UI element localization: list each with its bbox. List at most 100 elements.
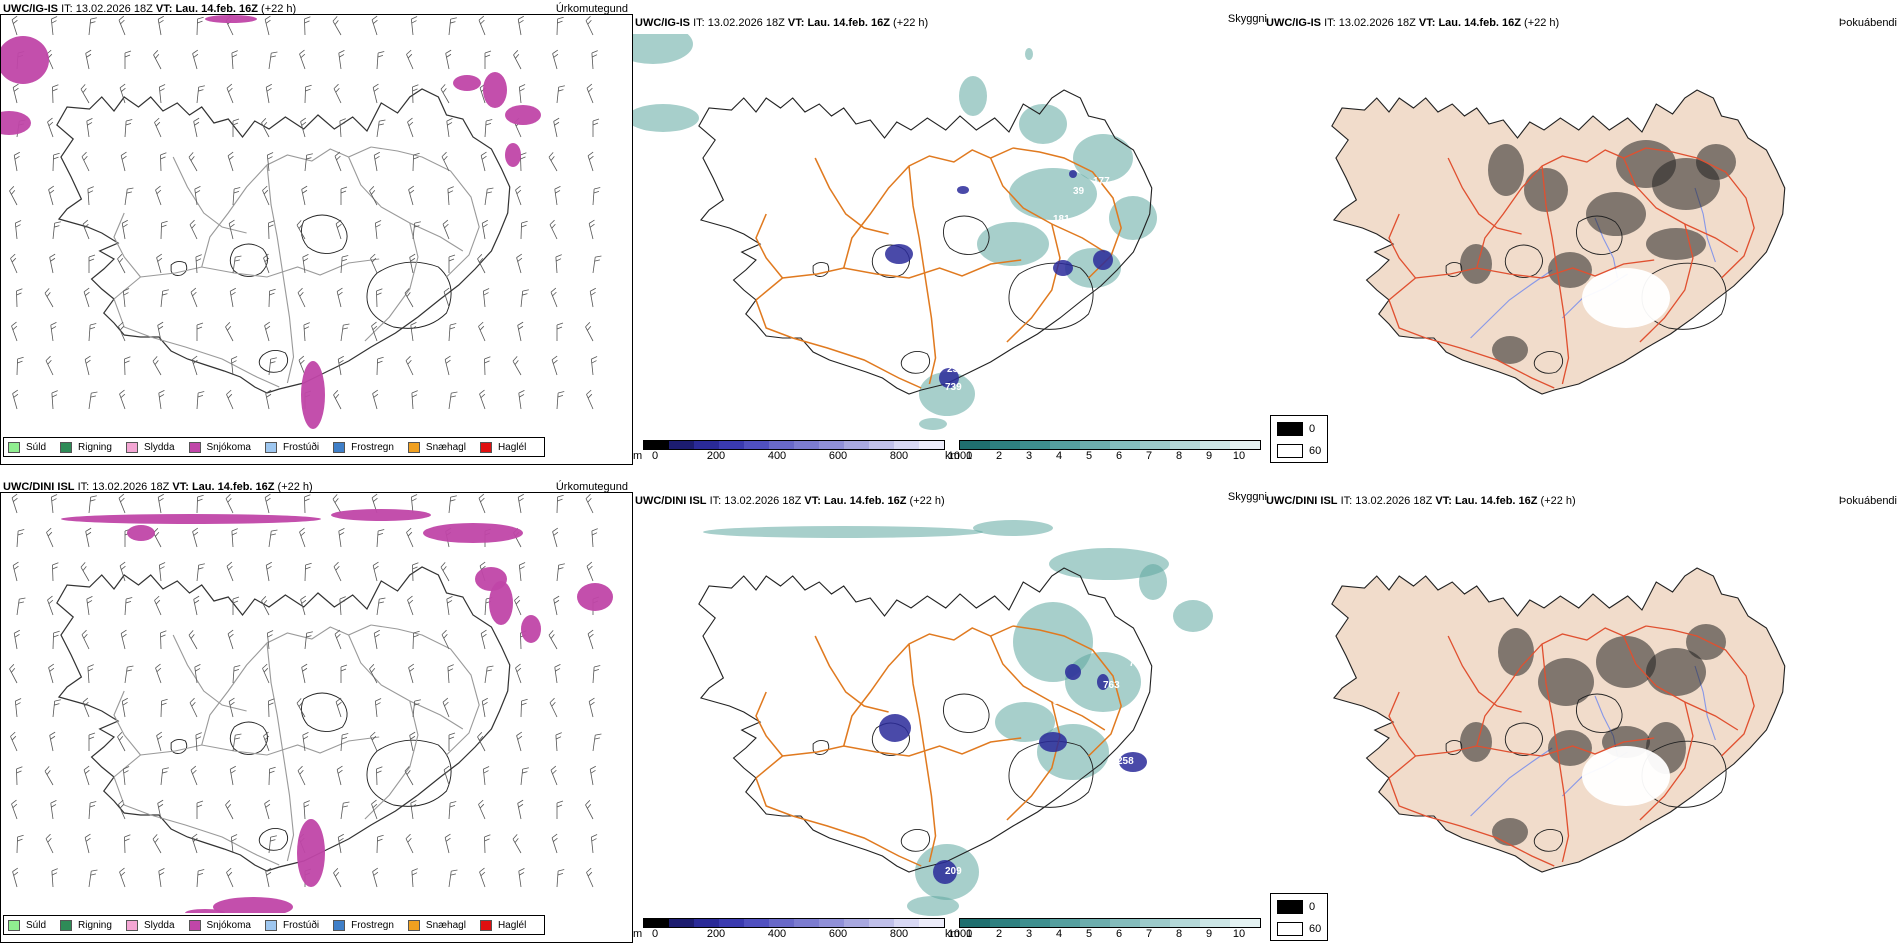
- wind-barb: [231, 50, 238, 70]
- colorbar-tick: 7: [1145, 928, 1153, 940]
- wind-barb: [160, 152, 167, 172]
- wind-barb: [48, 185, 55, 206]
- colorbar-cell: [1140, 441, 1170, 449]
- wind-barb: [554, 663, 561, 684]
- wind-barb: [228, 219, 235, 240]
- low-visibility-area: [919, 418, 947, 430]
- wind-barb: [302, 731, 309, 752]
- wind-barb: [155, 663, 162, 684]
- glacier-outline: [300, 692, 348, 732]
- wind-barb: [152, 834, 162, 854]
- road-line: [266, 642, 295, 862]
- wind-barb: [88, 254, 96, 273]
- glacier-outline: [366, 261, 452, 329]
- wind-barb: [516, 253, 523, 274]
- wind-barb: [592, 255, 602, 274]
- wind-barb: [514, 595, 522, 616]
- wind-barb: [11, 799, 18, 820]
- wind-barb: [156, 253, 163, 274]
- wind-barb: [340, 323, 350, 342]
- colorbar-unit: km: [945, 450, 960, 462]
- wind-barb: [263, 731, 270, 752]
- road-line: [1447, 157, 1522, 235]
- snow-area: [205, 15, 257, 23]
- legend-item: Rigning: [60, 919, 112, 931]
- low-visibility-area: [1025, 48, 1033, 60]
- wind-barb: [88, 801, 97, 820]
- wind-barb: [591, 528, 598, 548]
- wind-barb: [484, 665, 494, 684]
- fog-low-index-area: [1492, 336, 1528, 364]
- glacier-outline: [258, 828, 289, 851]
- legend-label: Haglél: [497, 441, 527, 453]
- valid-time-value: Lau. 14.feb. 16Z: [191, 481, 275, 493]
- cloud-base-colorbar: m 0 200 400 600 800 1000: [633, 440, 972, 464]
- wind-barb: [548, 152, 558, 172]
- wind-barb: [480, 151, 487, 172]
- wind-barb: [520, 152, 527, 172]
- wind-barb: [338, 49, 345, 70]
- glacier-outline: [229, 721, 268, 755]
- wind-barb: [9, 664, 18, 684]
- colorbar-cells: [643, 918, 945, 928]
- wind-barb: [585, 800, 594, 820]
- legend-swatch: [264, 441, 277, 453]
- low-visibility-area: [959, 76, 987, 116]
- wind-barb: [227, 629, 234, 650]
- wind-barb: [441, 151, 450, 172]
- init-time-value: 13.02.2026 18Z: [707, 17, 785, 29]
- wind-barb: [407, 117, 414, 138]
- colorbar-cell: [719, 919, 744, 927]
- glacier-outline: [942, 215, 990, 255]
- wind-barb: [268, 220, 275, 240]
- wind-barb: [124, 597, 133, 616]
- wind-barb: [226, 561, 234, 582]
- cloud-base-label: 775: [1129, 658, 1146, 669]
- wind-barb: [590, 834, 598, 854]
- wind-barb: [157, 493, 164, 514]
- wind-barb: [376, 597, 386, 616]
- wind-barb: [265, 561, 272, 582]
- wind-barb: [556, 494, 564, 514]
- wind-barb: [404, 288, 414, 308]
- colorbar-cell: [719, 441, 744, 449]
- snow-area: [61, 514, 321, 524]
- wind-barb: [405, 833, 414, 854]
- fog-low-index-area: [1460, 244, 1492, 284]
- colorbar-cell: [694, 919, 719, 927]
- wind-barb: [51, 868, 58, 888]
- wind-barb: [589, 287, 596, 308]
- wind-barb: [444, 833, 451, 854]
- model-name: UWC/DINI ISL: [635, 495, 707, 507]
- legend-swatch: [188, 441, 201, 453]
- wind-barb: [556, 800, 564, 819]
- wind-barb: [556, 391, 565, 410]
- legend-label: Snæhagl: [425, 919, 466, 931]
- wind-barb: [440, 84, 450, 104]
- road-line: [1012, 147, 1122, 279]
- road-line: [755, 737, 1022, 779]
- wind-barb: [447, 186, 454, 206]
- legend-label: Súld: [26, 441, 47, 453]
- wind-barb: [232, 118, 240, 137]
- wind-barb: [11, 321, 18, 342]
- wind-barb: [124, 834, 131, 854]
- wind-barb: [155, 185, 162, 206]
- wind-barb: [226, 389, 234, 410]
- wind-barb: [448, 495, 457, 514]
- legend-swatch: [8, 919, 20, 931]
- wind-barb: [448, 17, 457, 36]
- colorbar-cells: [959, 440, 1261, 450]
- wind-barb: [339, 118, 346, 138]
- iceland-coastline: [56, 88, 511, 394]
- wind-barb: [261, 118, 270, 138]
- wind-barb: [262, 663, 270, 684]
- wind-barb: [225, 322, 234, 342]
- colorbar-cell: [744, 919, 769, 927]
- wind-barb: [406, 527, 414, 548]
- iceland-coastline: [56, 566, 511, 872]
- wind-barb: [297, 765, 306, 786]
- wind-barb: [517, 15, 524, 36]
- wind-barb: [484, 834, 491, 854]
- run-header: UWC/IG-IS IT: 13.02.2026 18Z VT: Lau. 14…: [1266, 16, 1559, 30]
